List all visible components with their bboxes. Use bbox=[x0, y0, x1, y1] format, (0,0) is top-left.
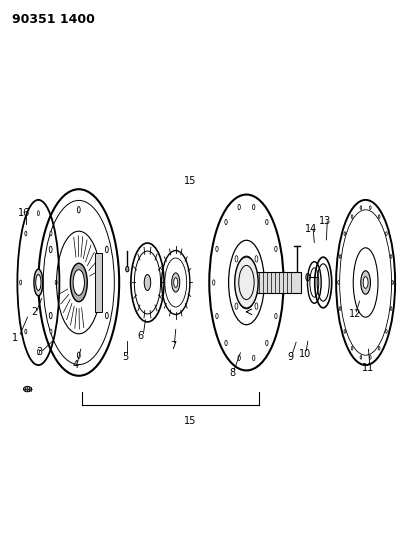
Text: 15: 15 bbox=[184, 176, 196, 186]
Text: 16: 16 bbox=[18, 208, 30, 218]
Ellipse shape bbox=[34, 269, 43, 296]
Ellipse shape bbox=[252, 204, 255, 209]
Ellipse shape bbox=[25, 329, 27, 334]
Ellipse shape bbox=[306, 273, 310, 281]
Ellipse shape bbox=[49, 246, 52, 253]
Ellipse shape bbox=[344, 232, 346, 236]
Text: 10: 10 bbox=[299, 350, 311, 359]
Ellipse shape bbox=[235, 303, 238, 309]
Ellipse shape bbox=[216, 246, 218, 252]
Ellipse shape bbox=[55, 280, 57, 285]
Ellipse shape bbox=[339, 255, 341, 259]
Ellipse shape bbox=[225, 219, 227, 224]
Text: 2: 2 bbox=[31, 307, 38, 317]
Ellipse shape bbox=[105, 312, 108, 319]
Ellipse shape bbox=[73, 270, 84, 295]
Ellipse shape bbox=[50, 329, 52, 334]
Ellipse shape bbox=[50, 231, 52, 236]
Ellipse shape bbox=[144, 274, 151, 290]
Text: 11: 11 bbox=[362, 363, 374, 373]
Ellipse shape bbox=[295, 273, 299, 279]
Text: 1: 1 bbox=[12, 334, 19, 343]
Ellipse shape bbox=[25, 231, 27, 236]
Ellipse shape bbox=[216, 313, 218, 319]
Ellipse shape bbox=[225, 341, 227, 346]
Ellipse shape bbox=[255, 303, 258, 309]
Ellipse shape bbox=[351, 215, 353, 219]
Ellipse shape bbox=[255, 256, 258, 262]
Text: 14: 14 bbox=[305, 224, 317, 234]
Ellipse shape bbox=[390, 255, 392, 259]
Text: 3: 3 bbox=[36, 347, 43, 357]
Ellipse shape bbox=[126, 266, 129, 272]
Ellipse shape bbox=[275, 246, 277, 252]
Bar bbox=[95, 253, 102, 312]
Ellipse shape bbox=[360, 356, 362, 359]
Ellipse shape bbox=[23, 386, 32, 392]
Ellipse shape bbox=[37, 350, 39, 354]
Ellipse shape bbox=[278, 280, 280, 285]
Text: 15: 15 bbox=[184, 416, 196, 426]
Ellipse shape bbox=[77, 352, 80, 358]
Ellipse shape bbox=[265, 341, 268, 346]
Ellipse shape bbox=[339, 306, 341, 310]
Ellipse shape bbox=[360, 206, 362, 209]
Ellipse shape bbox=[392, 280, 393, 285]
Ellipse shape bbox=[351, 346, 353, 350]
Ellipse shape bbox=[385, 232, 387, 236]
Ellipse shape bbox=[385, 329, 387, 333]
Ellipse shape bbox=[238, 356, 240, 361]
Ellipse shape bbox=[19, 280, 22, 285]
Ellipse shape bbox=[172, 273, 180, 292]
Ellipse shape bbox=[38, 211, 40, 216]
Ellipse shape bbox=[370, 356, 371, 359]
Ellipse shape bbox=[379, 346, 380, 350]
Ellipse shape bbox=[338, 280, 339, 285]
Ellipse shape bbox=[265, 219, 268, 224]
Text: 13: 13 bbox=[319, 216, 331, 226]
Ellipse shape bbox=[361, 271, 370, 294]
Ellipse shape bbox=[70, 263, 87, 302]
Ellipse shape bbox=[36, 274, 41, 290]
Text: 9: 9 bbox=[288, 352, 294, 362]
Ellipse shape bbox=[363, 277, 368, 288]
Ellipse shape bbox=[78, 207, 80, 213]
Ellipse shape bbox=[105, 246, 108, 253]
Text: 6: 6 bbox=[137, 331, 144, 341]
Ellipse shape bbox=[275, 313, 277, 319]
Ellipse shape bbox=[252, 356, 255, 361]
Text: 7: 7 bbox=[170, 342, 177, 351]
Ellipse shape bbox=[379, 215, 380, 219]
Text: 12: 12 bbox=[349, 310, 361, 319]
Bar bbox=[257, 272, 301, 293]
Ellipse shape bbox=[390, 306, 392, 310]
Text: 5: 5 bbox=[122, 352, 128, 362]
Text: 4: 4 bbox=[73, 360, 79, 370]
Ellipse shape bbox=[238, 204, 240, 209]
Text: 8: 8 bbox=[229, 368, 236, 378]
Ellipse shape bbox=[235, 256, 238, 262]
Ellipse shape bbox=[370, 206, 371, 209]
Ellipse shape bbox=[235, 257, 258, 308]
Ellipse shape bbox=[49, 312, 52, 319]
Text: 90351 1400: 90351 1400 bbox=[12, 13, 95, 26]
Ellipse shape bbox=[344, 329, 346, 333]
Ellipse shape bbox=[174, 278, 178, 287]
Ellipse shape bbox=[213, 280, 215, 285]
